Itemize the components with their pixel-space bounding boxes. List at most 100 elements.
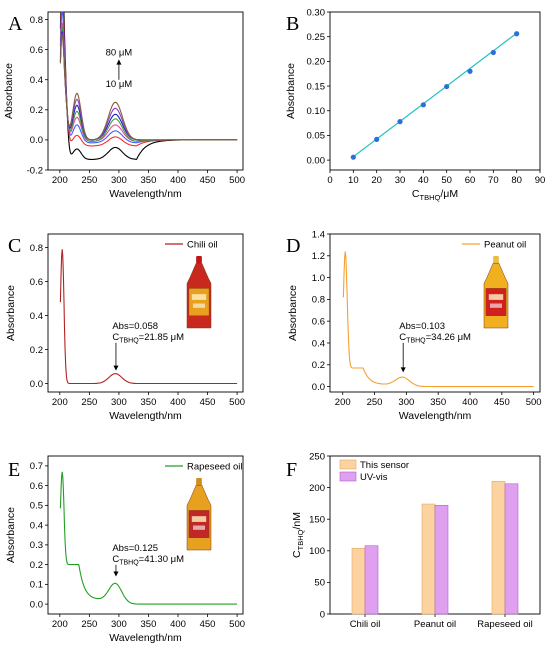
bottle-label <box>485 288 507 316</box>
x-tick-label: 10 <box>348 175 359 186</box>
x-tick-label: 350 <box>141 397 157 408</box>
x-tick-label: 350 <box>141 175 157 186</box>
x-tick-label: 350 <box>141 619 157 630</box>
annotation-abs: Abs=0.125 <box>112 543 158 554</box>
x-tick-label: 500 <box>229 397 245 408</box>
panel-e: E 200 250 300 350 400 450 500 0.0 0.1 0.2 0.3 0.4 0.5… <box>5 455 245 644</box>
y-tick-label: 0.8 <box>30 243 43 254</box>
y-tick-label: 250 <box>309 451 325 462</box>
x-axis-label: Wavelength/nm <box>399 410 472 422</box>
bar <box>421 503 436 615</box>
bottle-label-stripe <box>191 516 207 522</box>
legend-entry: UV-vis <box>360 472 388 483</box>
x-tick-label: Peanut oil <box>414 619 456 630</box>
x-tick-label: 450 <box>200 397 216 408</box>
x-tick-label: 400 <box>462 397 478 408</box>
y-tick-label: 0.6 <box>312 316 325 327</box>
oil-bottle-image <box>483 256 509 329</box>
data-point <box>420 102 426 108</box>
data-point <box>374 136 380 142</box>
data-point <box>490 49 496 56</box>
y-tick-label: 0.0 <box>312 382 325 393</box>
x-tick-label: 200 <box>52 619 68 630</box>
bottle-label-stripe <box>193 525 205 530</box>
arrow-head <box>116 59 122 65</box>
y-tick-label: 0.8 <box>312 295 325 306</box>
y-tick-label: 200 <box>309 483 325 494</box>
annotation-top: 80 μM <box>106 48 133 59</box>
x-tick-label: 450 <box>200 175 216 186</box>
y-tick-label: 0.4 <box>30 75 43 86</box>
y-tick-label: -0.2 <box>27 165 43 176</box>
x-tick-label: 500 <box>526 397 542 408</box>
y-tick-label: 0.4 <box>312 338 325 349</box>
y-tick-label: 0.2 <box>30 560 43 571</box>
x-tick-label: 450 <box>494 397 510 408</box>
y-tick-label: 0.2 <box>312 360 325 371</box>
spectrum-line <box>59 471 238 605</box>
data-point <box>350 154 356 160</box>
annotation-concentration: CTBHQ=21.85 μM <box>112 332 184 345</box>
x-axis-label: CTBHQ/μM <box>412 188 458 202</box>
y-tick-label: 0.00 <box>307 155 326 166</box>
y-axis-label: Absorbance <box>287 285 299 341</box>
x-tick-label: Chili oil <box>350 619 381 630</box>
plot-frame <box>47 11 244 171</box>
x-tick-label: 50 <box>441 175 452 186</box>
y-tick-label: 0.10 <box>307 106 326 117</box>
y-tick-label: 0.6 <box>30 45 43 56</box>
panel-f: F 0 50 100 150 200 250 Chili oil Peanut oil Rapes… <box>286 451 541 630</box>
x-tick-label: 500 <box>229 619 245 630</box>
series-line <box>59 22 238 142</box>
y-tick-label: 0 <box>320 609 325 620</box>
panel-letter: C <box>8 235 21 257</box>
data-point <box>397 119 403 125</box>
series-line <box>59 31 238 141</box>
arrow-head <box>400 367 406 373</box>
y-tick-label: 1.0 <box>312 273 325 284</box>
x-axis-label: Wavelength/nm <box>109 632 182 644</box>
bottle-label-stripe <box>191 294 207 300</box>
bottle-label-stripe <box>490 303 502 308</box>
bar <box>504 483 519 615</box>
x-tick-label: 400 <box>170 175 186 186</box>
y-tick-label: 0.6 <box>30 277 43 288</box>
legend-entry: Rapeseed oil <box>187 462 242 473</box>
panel-c: C 200 250 300 350 400 450 500 0.0 0.2 0.4 0.6 0.8 Wav… <box>5 233 245 422</box>
x-tick-label: 300 <box>111 397 127 408</box>
x-tick-label: 90 <box>535 175 546 186</box>
x-tick-label: 300 <box>398 397 414 408</box>
y-axis-label: Absorbance <box>3 63 15 119</box>
bar <box>491 480 506 615</box>
x-tick-label: 500 <box>229 175 245 186</box>
panel-letter: F <box>286 459 297 481</box>
bottle-label <box>188 510 210 538</box>
series-line <box>59 33 238 141</box>
data-point <box>467 68 473 74</box>
y-tick-label: 0.5 <box>30 501 43 512</box>
annotation-concentration: CTBHQ=34.26 μM <box>399 332 471 345</box>
y-tick-label: 0.3 <box>30 540 43 551</box>
series-line <box>59 12 238 160</box>
x-tick-label: 350 <box>430 397 446 408</box>
x-tick-label: 200 <box>52 397 68 408</box>
y-tick-label: 0.0 <box>30 379 43 390</box>
annotation-abs: Abs=0.103 <box>399 321 445 332</box>
data-point <box>514 31 520 37</box>
y-axis-label: Absorbance <box>5 507 17 563</box>
panel-a: A 200 250 300 350 400 450 500 -0.2 0.0 0.2 0.4 0.6 0.… <box>3 11 245 200</box>
x-tick-label: 400 <box>170 619 186 630</box>
series-line <box>59 12 238 147</box>
x-tick-label: 200 <box>52 175 68 186</box>
x-tick-label: 0 <box>327 175 332 186</box>
x-tick-label: 20 <box>371 175 382 186</box>
data-point <box>444 83 450 90</box>
bottle-cap <box>196 256 202 264</box>
legend-entry: Peanut oil <box>484 240 526 251</box>
x-tick-label: 60 <box>465 175 476 186</box>
legend-entry: Chili oil <box>187 240 218 251</box>
fit-line <box>352 32 518 158</box>
annotation-bottom: 10 μM <box>106 79 133 90</box>
x-tick-label: 250 <box>81 619 97 630</box>
